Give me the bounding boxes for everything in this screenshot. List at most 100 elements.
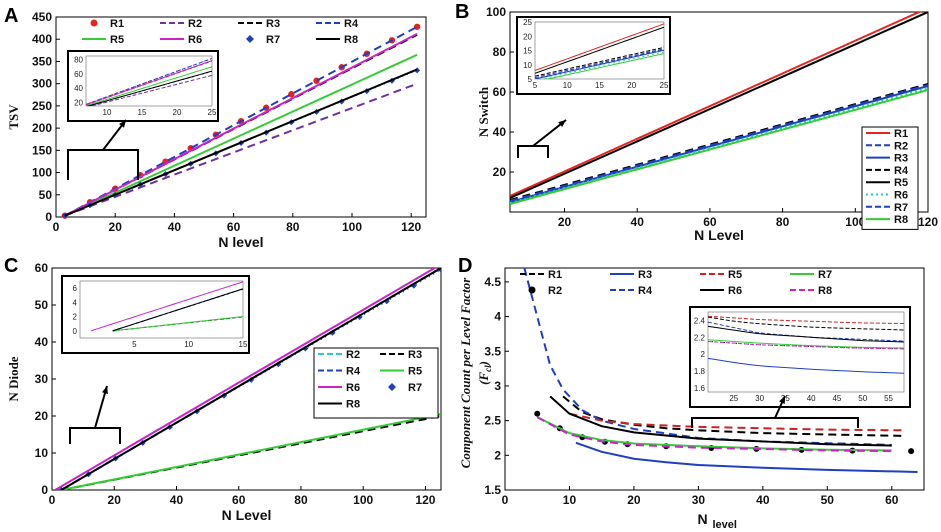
legend-label: R4 xyxy=(894,165,909,177)
legend-item-r5: R5 xyxy=(82,34,124,46)
y-tick-label: 100 xyxy=(32,166,52,180)
series-line-r1 xyxy=(510,12,922,197)
legend-label: R3 xyxy=(638,269,652,281)
x-tick-label: 100 xyxy=(353,493,373,507)
legend-label: R4 xyxy=(346,366,361,378)
legend-label: R7 xyxy=(266,34,280,46)
inset-line-r5 xyxy=(535,26,664,74)
inset-x-tick: 15 xyxy=(595,81,604,90)
y-tick-label: 2.5 xyxy=(484,414,501,428)
inset-axes xyxy=(85,55,213,107)
y-tick-label: 100 xyxy=(486,5,506,19)
inset-y-tick: 1.6 xyxy=(694,384,706,393)
inset-line-r1 xyxy=(708,316,904,331)
legend-label: R5 xyxy=(894,177,908,189)
inset-x-tick: 10 xyxy=(184,340,193,349)
x-tick-label: 0 xyxy=(502,493,509,507)
legend-label: R2 xyxy=(548,285,562,297)
legend-label: R2 xyxy=(188,18,202,30)
inset-line-r4 xyxy=(535,46,664,77)
legend-item-r2: R2 xyxy=(160,18,202,30)
inset-line-r2 xyxy=(89,74,212,106)
zoom-bracket-d xyxy=(691,395,859,428)
legend-item-r5: R5 xyxy=(700,269,742,281)
inset-x-tick: 30 xyxy=(755,394,764,403)
inset-series xyxy=(86,57,212,106)
legend-label: R7 xyxy=(894,202,908,214)
inset-line-r6 xyxy=(86,60,212,106)
series-line-r8 xyxy=(60,268,441,490)
series-line-r6 xyxy=(64,33,418,217)
x-tick-label: 40 xyxy=(756,493,770,507)
legend-label: R6 xyxy=(894,190,908,202)
series-line-r4 xyxy=(64,25,418,217)
series-line-r5 xyxy=(510,12,928,199)
zoom-bracket-a xyxy=(67,119,139,180)
factor-open: (F xyxy=(476,372,491,385)
legend-item-r6: R6 xyxy=(866,190,908,202)
y-tick-label: 20 xyxy=(493,165,507,179)
series-line-r1 xyxy=(562,395,905,437)
legend-label: R5 xyxy=(728,269,742,281)
x-tick-label: 20 xyxy=(109,220,123,234)
x-tick-label: 100 xyxy=(845,215,865,229)
legend-label: R7 xyxy=(408,382,422,394)
zoom-bracket-b xyxy=(517,119,567,158)
legend-item-r6: R6 xyxy=(318,382,360,394)
inset-series xyxy=(708,315,904,374)
inset-x-tick: 15 xyxy=(138,108,147,117)
x-tick-label: 40 xyxy=(170,493,184,507)
inset-line-r5 xyxy=(112,316,243,332)
legend-marker xyxy=(528,286,536,294)
x-tick-label: 20 xyxy=(558,215,572,229)
x-tick-label: 80 xyxy=(776,215,790,229)
legend-item-r3: R3 xyxy=(866,153,908,165)
legend-a: R1 R2 R3 R4 R5 R6 R7 R8 xyxy=(82,18,359,46)
legend-c: R2 R3 R4 R5 R6 R7 R8 xyxy=(313,347,439,419)
series-line-r5 xyxy=(64,53,418,217)
legend-item-r6: R6 xyxy=(160,34,202,46)
x-tick-label: 80 xyxy=(294,493,308,507)
inset-x-tick: 15 xyxy=(239,340,248,349)
y-tick-label: 300 xyxy=(32,77,52,91)
arrow-head xyxy=(101,386,108,394)
legend-item-r4: R4 xyxy=(866,165,909,177)
y-tick-label: 400 xyxy=(32,32,52,46)
inset-axes xyxy=(707,311,905,393)
inset-x-tick: 5 xyxy=(132,340,137,349)
x-tick-label: 10 xyxy=(563,493,577,507)
inset-line-r5 xyxy=(86,66,212,106)
legend-label: R5 xyxy=(408,366,422,378)
x-tick-label: 60 xyxy=(232,493,246,507)
x-tick-label: 60 xyxy=(227,220,241,234)
inset-series xyxy=(535,23,664,79)
inset-x-tick: 20 xyxy=(173,108,182,117)
y-tick-label: 60 xyxy=(35,261,49,275)
legend-item-r8: R8 xyxy=(316,34,358,46)
x-axis-label: N Level xyxy=(222,507,272,523)
inset-y-tick: 2 xyxy=(701,350,706,359)
y-tick-label: 40 xyxy=(493,125,507,139)
y-tick-label: 150 xyxy=(32,143,52,157)
inset-x-tick: 50 xyxy=(858,394,867,403)
legend-label: R3 xyxy=(894,153,908,165)
inset-y-tick: 2 xyxy=(73,313,78,322)
legend-item-r1: R1 xyxy=(90,18,124,30)
legend-d: R1 R3 R5 R7 R2 R4 R6 R8 xyxy=(520,269,832,297)
inset-y-tick: 20 xyxy=(74,98,83,107)
inset-frame xyxy=(689,306,911,408)
y-tick-label: 3.5 xyxy=(484,344,501,358)
legend-item-r2: R2 xyxy=(528,285,562,297)
legend-item-r8: R8 xyxy=(318,399,360,411)
legend-label: R8 xyxy=(346,399,360,411)
inset-y-tick: 5 xyxy=(528,75,533,84)
legend-item-r7: R7 xyxy=(246,34,280,46)
legend-item-r7: R7 xyxy=(866,202,908,214)
legend-label: R6 xyxy=(346,382,360,394)
x-tick-label: 20 xyxy=(627,493,641,507)
factor-close: ) xyxy=(476,361,491,366)
inset-line-r5 xyxy=(708,315,904,325)
legend-label: R1 xyxy=(894,128,908,140)
legend-item-r8: R8 xyxy=(790,285,832,297)
legend-item-r2: R2 xyxy=(866,140,908,152)
